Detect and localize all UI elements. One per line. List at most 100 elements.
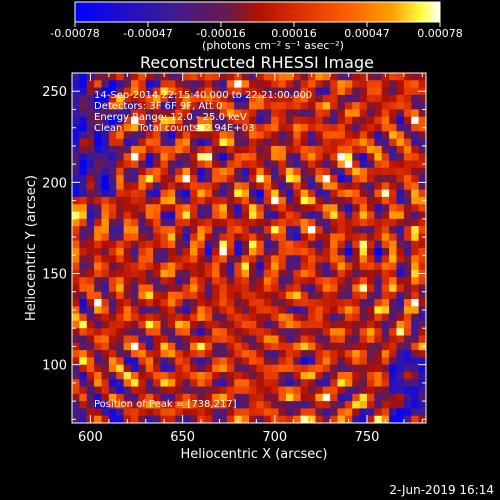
heatmap-cell <box>138 124 147 132</box>
heatmap-cell <box>389 291 397 300</box>
heatmap-cell <box>381 328 390 336</box>
heatmap-cell <box>190 87 198 96</box>
heatmap-cell <box>86 204 95 212</box>
heatmap-cell <box>153 116 161 125</box>
heatmap-cell <box>182 102 191 110</box>
heatmap-cell <box>300 175 309 183</box>
heatmap-cell <box>153 262 161 271</box>
heatmap-cell <box>367 269 375 278</box>
heatmap-cell <box>278 291 287 300</box>
heatmap-cell <box>315 124 324 132</box>
heatmap-cell <box>352 364 361 373</box>
heatmap-cell <box>131 218 139 227</box>
heatmap-cell <box>359 335 368 344</box>
heatmap-cell <box>138 248 147 256</box>
heatmap-cell <box>79 342 88 351</box>
heatmap-cell <box>352 80 361 88</box>
heatmap-cell <box>241 233 250 242</box>
heatmap-cell <box>108 262 117 271</box>
heatmap-cell <box>234 218 243 227</box>
heatmap-cell <box>322 364 331 373</box>
heatmap-cell <box>352 196 361 205</box>
heatmap-cell <box>285 408 294 417</box>
heatmap-cell <box>175 401 184 409</box>
heatmap-cell <box>396 196 405 205</box>
heatmap-cell <box>367 218 375 227</box>
heatmap-cell <box>278 401 287 409</box>
heatmap-cell <box>403 145 412 154</box>
heatmap-cell <box>175 167 184 176</box>
heatmap-cell <box>293 124 302 132</box>
heatmap-cell <box>116 350 125 358</box>
heatmap-cell <box>94 102 102 110</box>
heatmap-cell <box>374 94 383 103</box>
heatmap-cell <box>344 175 353 183</box>
heatmap-cell <box>374 102 383 110</box>
heatmap-cell <box>403 320 412 329</box>
heatmap-cell <box>396 145 405 154</box>
heatmap-cell <box>249 87 257 96</box>
heatmap-cell <box>374 335 383 344</box>
heatmap-cell <box>182 138 191 147</box>
heatmap-cell <box>131 138 139 147</box>
heatmap-cell <box>138 145 147 154</box>
heatmap-cell <box>153 167 161 176</box>
heatmap-cell <box>374 386 383 395</box>
heatmap-cell <box>101 226 110 234</box>
heatmap-cell <box>389 153 397 161</box>
heatmap-cell <box>271 94 279 103</box>
heatmap-cell <box>86 364 95 373</box>
heatmap-cell <box>256 364 265 373</box>
heatmap-cell <box>86 233 95 242</box>
heatmap-cell <box>396 328 405 336</box>
heatmap-cell <box>153 240 161 249</box>
heatmap-cell <box>337 284 346 293</box>
heatmap-cell <box>241 182 250 191</box>
heatmap-cell <box>79 306 88 315</box>
heatmap-cell <box>226 255 235 263</box>
heatmap-cell <box>182 233 191 242</box>
heatmap-cell <box>86 189 95 198</box>
heatmap-cell <box>330 320 338 329</box>
heatmap-cell <box>403 306 412 315</box>
heatmap-cell <box>145 233 154 242</box>
heatmap-cell <box>108 415 117 423</box>
heatmap-cell <box>234 371 243 380</box>
heatmap-cell <box>219 87 228 96</box>
heatmap-cell <box>101 204 110 212</box>
heatmap-cell <box>249 73 257 81</box>
heatmap-cell <box>285 335 294 344</box>
heatmap-cell <box>167 145 176 154</box>
heatmap-cell <box>86 211 95 220</box>
heatmap-cell <box>204 116 213 125</box>
heatmap-cell <box>241 284 250 293</box>
heatmap-cell <box>212 255 220 263</box>
heatmap-cell <box>374 131 383 140</box>
heatmap-cell <box>403 277 412 285</box>
heatmap-cell <box>367 131 375 140</box>
heatmap-cell <box>123 226 132 234</box>
heatmap-cell <box>308 167 316 176</box>
heatmap-cell <box>322 335 331 344</box>
heatmap-cell <box>285 350 294 358</box>
heatmap-cell <box>72 153 80 161</box>
heatmap-cell <box>138 109 147 118</box>
heatmap-cell <box>263 218 272 227</box>
heatmap-cell <box>330 386 338 395</box>
heatmap-cell <box>219 211 228 220</box>
heatmap-cell <box>145 371 154 380</box>
heatmap-cell <box>86 102 95 110</box>
heatmap-cell <box>300 320 309 329</box>
heatmap-cell <box>138 364 147 373</box>
annotation-time-range: 14-Sep-2014 22:15:40.000 to 22:21:00.000 <box>94 90 312 101</box>
heatmap-cell <box>344 196 353 205</box>
heatmap-cell <box>241 371 250 380</box>
heatmap-cell <box>285 262 294 271</box>
heatmap-cell <box>315 248 324 256</box>
heatmap-cell <box>234 109 243 118</box>
heatmap-cell <box>108 313 117 322</box>
heatmap-cell <box>330 328 338 336</box>
heatmap-cell <box>263 262 272 271</box>
heatmap-cell <box>249 357 257 366</box>
heatmap-cell <box>352 386 361 395</box>
